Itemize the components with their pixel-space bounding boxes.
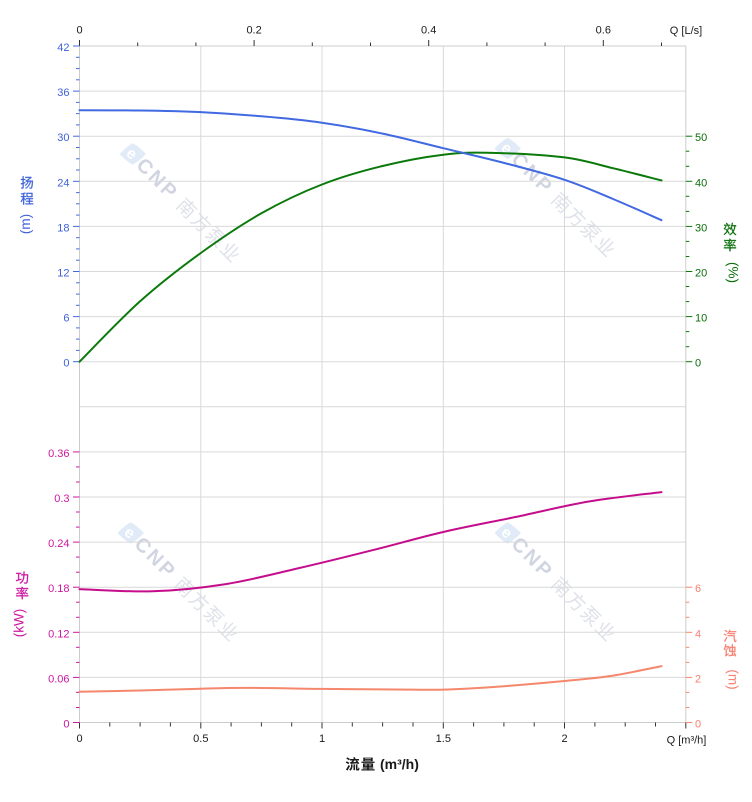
svg-text:0.24: 0.24 (48, 538, 69, 550)
svg-text:24: 24 (57, 177, 69, 189)
svg-text:42: 42 (57, 42, 69, 54)
svg-text:Q [m³/h]: Q [m³/h] (667, 735, 707, 747)
svg-text:6: 6 (695, 583, 701, 595)
svg-text:0: 0 (63, 719, 69, 731)
svg-text:0.5: 0.5 (193, 733, 208, 745)
svg-text:0.06: 0.06 (48, 673, 69, 685)
svg-text:(m): (m) (18, 214, 33, 234)
svg-text:0.36: 0.36 (48, 448, 69, 460)
svg-text:0: 0 (63, 358, 69, 370)
svg-text:2: 2 (695, 673, 701, 685)
svg-text:20: 20 (695, 268, 707, 280)
svg-text:0.6: 0.6 (596, 25, 611, 37)
svg-text:0: 0 (76, 25, 82, 37)
svg-text:0: 0 (695, 358, 701, 370)
svg-text:Q [L/s]: Q [L/s] (670, 25, 702, 37)
svg-text:30: 30 (57, 132, 69, 144)
svg-text:50: 50 (695, 132, 707, 144)
svg-text:(%): (%) (725, 262, 740, 283)
svg-text:(m): (m) (726, 669, 741, 689)
svg-text:1: 1 (319, 733, 325, 745)
svg-text:6: 6 (63, 313, 69, 325)
svg-text:12: 12 (57, 268, 69, 280)
svg-text:4: 4 (695, 628, 701, 640)
svg-text:(kW): (kW) (11, 609, 26, 637)
svg-text:18: 18 (57, 222, 69, 234)
svg-text:0.12: 0.12 (48, 628, 69, 640)
svg-text:2: 2 (561, 733, 567, 745)
svg-text:0.3: 0.3 (54, 493, 69, 505)
svg-text:30: 30 (695, 222, 707, 234)
svg-text:0: 0 (76, 733, 82, 745)
svg-text:0.18: 0.18 (48, 583, 69, 595)
svg-text:0.4: 0.4 (421, 25, 436, 37)
svg-text:(m³/h): (m³/h) (380, 756, 419, 772)
svg-text:1.5: 1.5 (436, 733, 451, 745)
svg-text:36: 36 (57, 87, 69, 99)
svg-text:40: 40 (695, 177, 707, 189)
svg-text:0: 0 (695, 719, 701, 731)
svg-text:0.2: 0.2 (246, 25, 261, 37)
svg-text:10: 10 (695, 313, 707, 325)
